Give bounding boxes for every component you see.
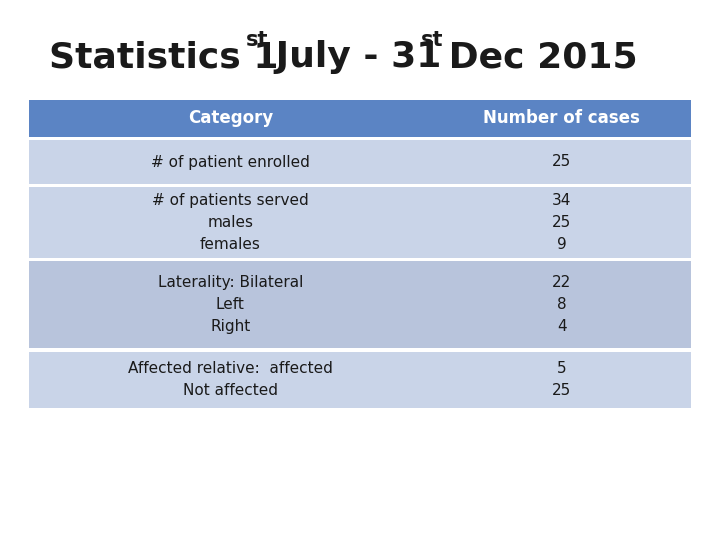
Text: # of patients served
males
females: # of patients served males females xyxy=(152,193,309,252)
FancyBboxPatch shape xyxy=(29,261,432,348)
Text: st: st xyxy=(246,30,268,50)
FancyBboxPatch shape xyxy=(432,352,691,408)
FancyBboxPatch shape xyxy=(432,100,691,137)
FancyBboxPatch shape xyxy=(432,140,691,184)
Text: 22
8
4: 22 8 4 xyxy=(552,275,571,334)
Text: July - 31: July - 31 xyxy=(263,40,441,75)
Text: Statistics 1: Statistics 1 xyxy=(49,40,279,75)
FancyBboxPatch shape xyxy=(29,352,432,408)
Text: Number of cases: Number of cases xyxy=(483,109,640,127)
Text: Category: Category xyxy=(188,109,273,127)
Text: Dec 2015: Dec 2015 xyxy=(436,40,637,75)
FancyBboxPatch shape xyxy=(29,140,432,184)
Text: 34
25
9: 34 25 9 xyxy=(552,193,571,252)
Text: Affected relative:  affected
Not affected: Affected relative: affected Not affected xyxy=(128,361,333,399)
Text: st: st xyxy=(421,30,444,50)
FancyBboxPatch shape xyxy=(432,187,691,258)
Text: Laterality: Bilateral
Left
Right: Laterality: Bilateral Left Right xyxy=(158,275,303,334)
FancyBboxPatch shape xyxy=(432,261,691,348)
Text: # of patient enrolled: # of patient enrolled xyxy=(151,154,310,170)
FancyBboxPatch shape xyxy=(29,100,432,137)
FancyBboxPatch shape xyxy=(29,187,432,258)
Text: 25: 25 xyxy=(552,154,571,170)
Text: 5
25: 5 25 xyxy=(552,361,571,399)
